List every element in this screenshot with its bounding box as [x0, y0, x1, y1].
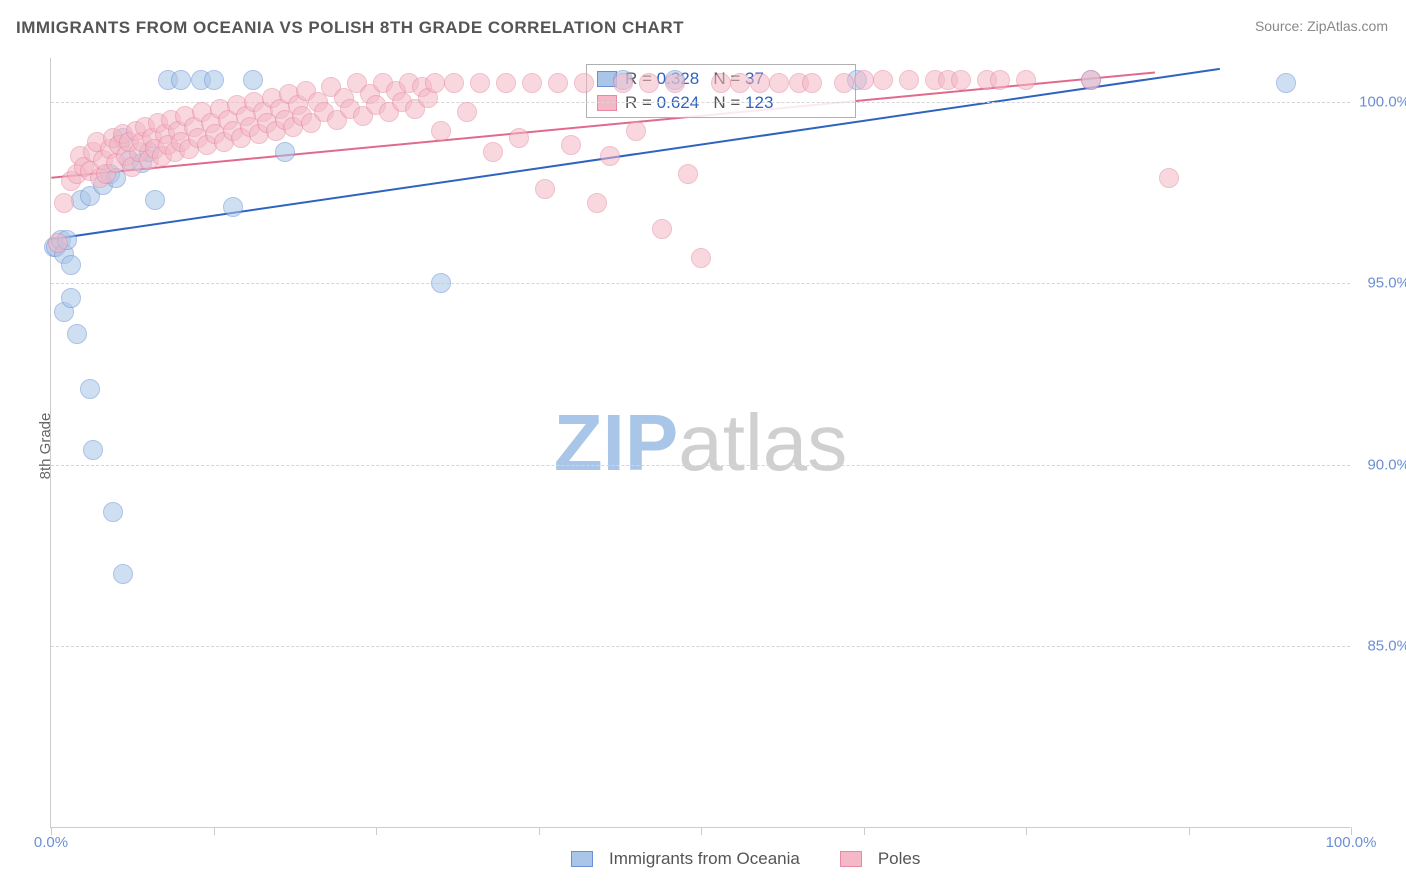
data-point-poles: [48, 233, 68, 253]
data-point-oceania: [83, 440, 103, 460]
data-point-oceania: [171, 70, 191, 90]
y-tick-label: 95.0%: [1367, 275, 1406, 292]
data-point-poles: [561, 135, 581, 155]
legend-bottom: Immigrants from Oceania Poles: [571, 849, 920, 869]
legend-item-poles: Poles: [840, 849, 921, 869]
stats-label-N: N =: [699, 93, 745, 113]
data-point-poles: [509, 128, 529, 148]
data-point-poles: [431, 121, 451, 141]
stats-R-poles: 0.624: [657, 93, 700, 113]
stats-label-R: R =: [625, 93, 657, 113]
gridline: [51, 283, 1350, 284]
stats-N-poles: 123: [745, 93, 773, 113]
data-point-oceania: [1276, 73, 1296, 93]
data-point-poles: [457, 102, 477, 122]
x-tick: [539, 827, 540, 835]
data-point-poles: [548, 73, 568, 93]
data-point-poles: [769, 73, 789, 93]
data-point-poles: [639, 73, 659, 93]
data-point-oceania: [243, 70, 263, 90]
data-point-poles: [665, 73, 685, 93]
data-point-poles: [535, 179, 555, 199]
data-point-poles: [873, 70, 893, 90]
data-point-poles: [854, 70, 874, 90]
x-tick: [376, 827, 377, 835]
data-point-poles: [899, 70, 919, 90]
legend-label-poles: Poles: [878, 849, 921, 869]
y-tick-label: 90.0%: [1367, 456, 1406, 473]
x-tick-label: 0.0%: [34, 834, 68, 851]
legend-item-oceania: Immigrants from Oceania: [571, 849, 800, 869]
data-point-poles: [587, 193, 607, 213]
data-point-oceania: [61, 255, 81, 275]
data-point-poles: [730, 73, 750, 93]
data-point-poles: [1159, 168, 1179, 188]
chart-title: IMMIGRANTS FROM OCEANIA VS POLISH 8TH GR…: [16, 18, 684, 38]
data-point-oceania: [80, 379, 100, 399]
data-point-oceania: [113, 564, 133, 584]
watermark-rest: atlas: [678, 398, 847, 487]
data-point-poles: [600, 146, 620, 166]
data-point-poles: [678, 164, 698, 184]
chart-container: IMMIGRANTS FROM OCEANIA VS POLISH 8TH GR…: [0, 0, 1406, 892]
plot-area: ZIPatlas R = 0.328 N = 37 R = 0.624 N = …: [50, 58, 1350, 828]
watermark-bold: ZIP: [554, 398, 678, 487]
data-point-poles: [470, 73, 490, 93]
data-point-poles: [1016, 70, 1036, 90]
x-tick: [864, 827, 865, 835]
gridline: [51, 646, 1350, 647]
watermark: ZIPatlas: [554, 397, 847, 489]
data-point-oceania: [431, 273, 451, 293]
legend-label-oceania: Immigrants from Oceania: [609, 849, 800, 869]
y-tick-label: 100.0%: [1359, 93, 1406, 110]
gridline: [51, 465, 1350, 466]
source-attribution: Source: ZipAtlas.com: [1255, 18, 1388, 34]
swatch-poles: [597, 95, 617, 111]
data-point-poles: [574, 73, 594, 93]
data-point-oceania: [204, 70, 224, 90]
y-tick-label: 85.0%: [1367, 638, 1406, 655]
swatch-poles: [840, 851, 862, 867]
data-point-poles: [1081, 70, 1101, 90]
data-point-oceania: [61, 288, 81, 308]
data-point-poles: [626, 121, 646, 141]
data-point-poles: [711, 73, 731, 93]
data-point-poles: [691, 248, 711, 268]
data-point-poles: [54, 193, 74, 213]
data-point-poles: [652, 219, 672, 239]
swatch-oceania: [571, 851, 593, 867]
data-point-oceania: [103, 502, 123, 522]
data-point-poles: [990, 70, 1010, 90]
data-point-poles: [444, 73, 464, 93]
data-point-poles: [834, 73, 854, 93]
x-tick-label: 100.0%: [1326, 834, 1377, 851]
x-tick: [1189, 827, 1190, 835]
x-tick: [214, 827, 215, 835]
data-point-poles: [750, 73, 770, 93]
data-point-oceania: [275, 142, 295, 162]
data-point-poles: [613, 73, 633, 93]
trend-lines: [51, 58, 1350, 827]
stats-row-poles: R = 0.624 N = 123: [587, 91, 855, 115]
data-point-oceania: [145, 190, 165, 210]
data-point-oceania: [223, 197, 243, 217]
data-point-poles: [496, 73, 516, 93]
data-point-poles: [522, 73, 542, 93]
data-point-poles: [802, 73, 822, 93]
data-point-poles: [483, 142, 503, 162]
x-tick: [1026, 827, 1027, 835]
data-point-oceania: [67, 324, 87, 344]
data-point-poles: [951, 70, 971, 90]
data-point-poles: [425, 73, 445, 93]
x-tick: [701, 827, 702, 835]
